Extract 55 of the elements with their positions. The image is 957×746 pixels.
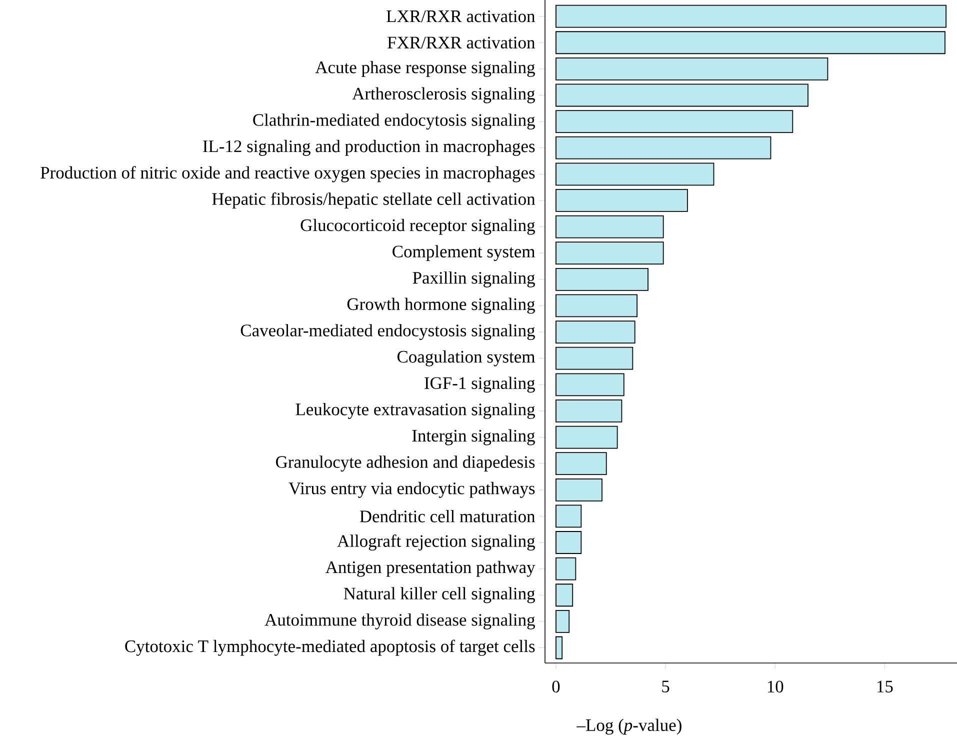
x-tick-label: 5	[662, 680, 670, 692]
bar	[556, 320, 636, 344]
y-tick-label: Allograft rejection signaling	[337, 534, 535, 551]
bar	[556, 584, 574, 607]
y-tick-label: IL-12 signaling and production in macrophages	[202, 140, 535, 156]
y-tick-label: Hepatic fibrosis/hepatic stellate cell activation	[212, 192, 536, 209]
y-tick-label: Virus entry via endocytic pathways	[288, 482, 535, 498]
y-tick-label: FXR/RXR activation	[388, 36, 536, 48]
y-tick-label: Antigen presentation pathway	[326, 560, 536, 577]
y-tick-label: Intergin signaling	[412, 429, 535, 446]
bar	[556, 400, 622, 422]
bar	[556, 84, 808, 107]
bar	[556, 478, 602, 502]
y-tick-label: Complement system	[392, 245, 536, 262]
bar	[556, 110, 794, 133]
bar	[556, 504, 582, 528]
bar	[556, 610, 570, 633]
bar	[556, 162, 714, 186]
bar	[556, 531, 582, 554]
y-tick-label: Clathrin-mediated endocytosis signaling	[253, 114, 535, 130]
y-tick-label: IGF-1 signaling	[424, 376, 535, 393]
x-tick-label: 10	[768, 680, 784, 693]
y-tick-label: Paxillin signaling	[412, 271, 535, 288]
bar	[556, 189, 688, 212]
x-axis-title: –Log (p-value)	[576, 718, 682, 735]
bar	[556, 242, 664, 265]
y-tick-label: Production of nitric oxide and reactive oxygen species in macrophages	[40, 166, 535, 182]
y-tick-label: Dendritic cell maturation	[360, 510, 536, 522]
bar	[556, 4, 946, 28]
y-tick-label: Growth hormone signaling	[347, 298, 535, 314]
bar	[556, 557, 576, 580]
bar	[556, 636, 563, 660]
bar	[556, 294, 638, 318]
y-tick-label: Artherosclerosis signaling	[352, 87, 535, 104]
bar	[556, 57, 828, 80]
x-tick-label: 15	[877, 680, 893, 692]
x-tick-label: 0	[552, 680, 560, 693]
bar	[556, 215, 664, 238]
y-tick-label: Natural killer cell signaling	[344, 587, 535, 604]
bar	[556, 426, 618, 449]
bar	[556, 31, 946, 54]
bar	[556, 346, 634, 370]
y-tick-label: Leukocyte extravasation signaling	[296, 403, 535, 419]
bar	[556, 452, 607, 476]
y-tick-label: Autoimmune thyroid disease signaling	[264, 613, 535, 630]
y-tick-label: Glucocorticoid receptor signaling	[300, 218, 535, 235]
bar	[556, 136, 772, 160]
y-tick-label: Granulocyte adhesion and diapedesis	[276, 456, 535, 472]
y-tick-label: Coagulation system	[397, 350, 536, 366]
y-tick-label: Cytotoxic T lymphocyte-mediated apoptosis of target cells	[125, 640, 535, 656]
y-tick-label: LXR/RXR activation	[386, 10, 536, 22]
bar	[556, 268, 648, 291]
y-tick-label: Acute phase response signaling	[315, 60, 535, 77]
bar	[556, 373, 624, 396]
y-tick-label: Caveolar-mediated endocystosis signaling	[240, 324, 535, 340]
